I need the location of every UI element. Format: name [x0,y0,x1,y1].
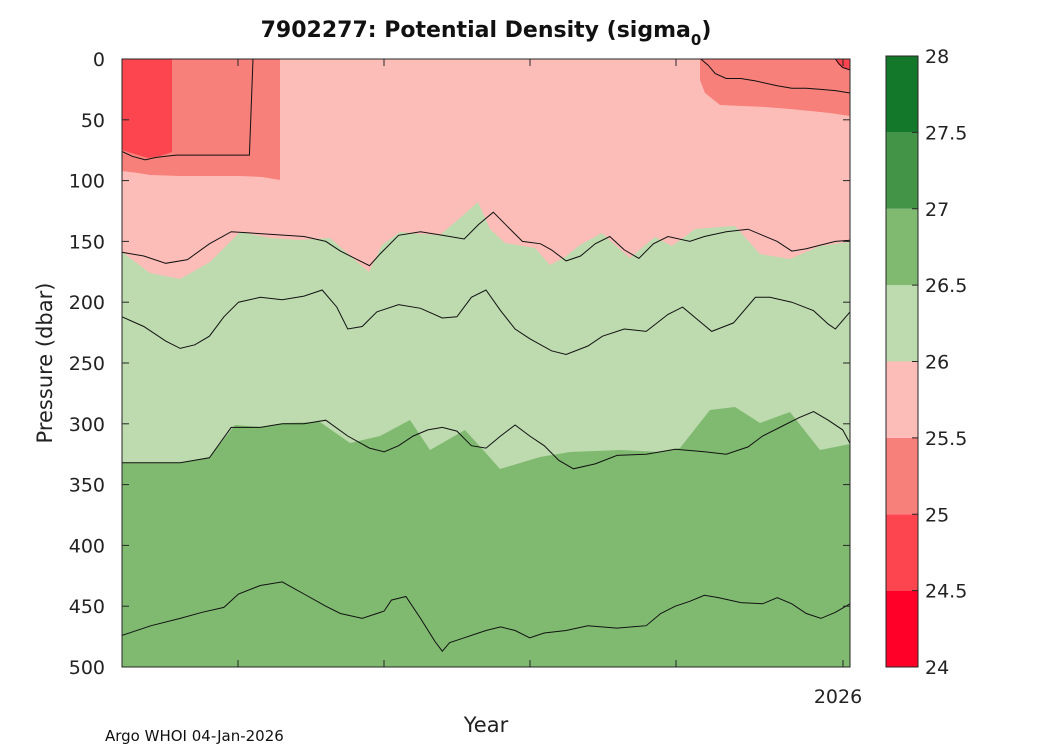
contour-lines [121,58,851,652]
colorbar-tick-label-24.5: 24.5 [925,581,967,603]
colorbar-segment-24-24.5 [886,590,918,667]
x-tick-label-2026: 2026 [814,686,862,708]
x-axis: 2026 [237,59,862,708]
x-axis-label: Year [463,713,509,737]
y-axis: 0 50 100 150 200 250 300 350 400 450 500 [69,49,850,679]
contour-line-sigma-26 [121,211,851,267]
y-tick-label-400: 400 [69,535,105,557]
colorbar-tick-label-26.5: 26.5 [925,275,967,297]
chart-title-close: ) [701,18,711,43]
colorbar-tick-label-26: 26 [925,352,949,374]
y-tick-label-50: 50 [81,110,105,132]
band-sigma-25-to-25.5-right [700,59,850,116]
colorbar: 24 24.5 25 25.5 26 26.5 27 27.5 28 [885,46,967,679]
colorbar-tick-label-27: 27 [925,199,949,221]
colorbar-segment-24.5-25 [886,514,918,591]
contour-line-sigma-25.5-upper-right [700,58,851,94]
colorbar-tick-label-24: 24 [925,657,949,679]
y-tick-label-250: 250 [69,353,105,375]
band-sigma-25.5-to-26 [122,59,850,279]
y-tick-label-300: 300 [69,414,105,436]
colorbar-segment-25-25.5 [886,437,918,515]
colorbar-tick-label-28: 28 [925,46,949,68]
colorbar-segment-27.5-28 [886,56,918,133]
y-tick-label-450: 450 [69,596,105,618]
contour-line-sigma-25-upper-right [835,58,851,71]
contour-line-sigma-26.5 [121,289,851,356]
chart-title: 7902277: Potential Density (sigma0) [261,18,712,49]
contour-line-sigma-27 [122,411,851,470]
footer-credit: Argo WHOI 04-Jan-2026 [105,727,284,745]
colorbar-segment-26.5-27 [886,208,918,286]
y-tick-label-500: 500 [69,657,105,679]
band-sigma-24.5-to-25-left [122,59,172,158]
y-tick-label-100: 100 [69,171,105,193]
colorbar-segment-25.5-26 [886,361,918,438]
contour-line-sigma-25.5-upper-left [121,58,254,161]
colorbar-segment-27-27.5 [886,132,918,209]
chart-title-main: 7902277: Potential Density (sigma [261,18,691,43]
colorbar-segment-26-26.5 [886,285,918,362]
colorbar-tick-label-25: 25 [925,504,949,526]
colorbar-tick-label-27.5: 27.5 [925,122,967,144]
y-tick-label-0: 0 [93,49,105,71]
y-tick-label-200: 200 [69,292,105,314]
contour-line-sigma-27.5 [121,581,851,652]
chart-title-subscript: 0 [691,31,701,49]
y-tick-label-350: 350 [69,475,105,497]
y-tick-label-150: 150 [69,231,105,253]
colorbar-tick-label-25.5: 25.5 [925,428,967,450]
y-axis-label: Pressure (dbar) [33,283,57,444]
band-sigma-26.5-to-27 [122,407,850,667]
plot-area [121,58,851,668]
